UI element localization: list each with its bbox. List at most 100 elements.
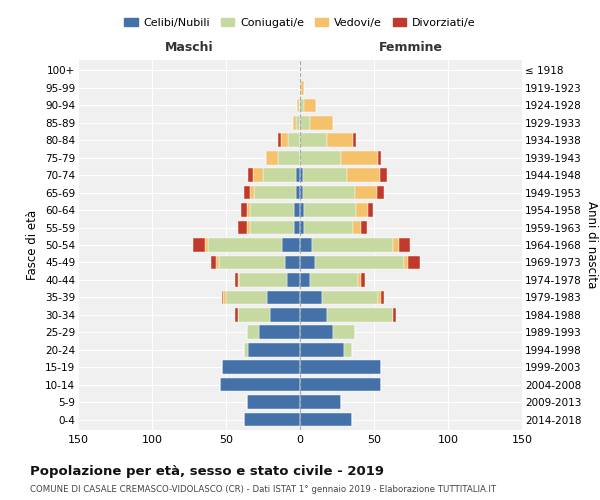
- Bar: [300, 378, 382, 392]
- Bar: [304, 220, 353, 234]
- Bar: [368, 204, 373, 217]
- Bar: [226, 290, 268, 304]
- Bar: [353, 134, 356, 147]
- Bar: [235, 273, 238, 286]
- Bar: [247, 396, 300, 409]
- Bar: [356, 204, 368, 217]
- Bar: [301, 81, 304, 94]
- Bar: [380, 168, 388, 182]
- Bar: [300, 220, 304, 234]
- Bar: [300, 238, 312, 252]
- Bar: [250, 204, 294, 217]
- Bar: [296, 168, 300, 182]
- Bar: [247, 204, 250, 217]
- Bar: [294, 204, 300, 217]
- Bar: [300, 256, 315, 270]
- Bar: [347, 168, 380, 182]
- Bar: [300, 186, 303, 200]
- Bar: [296, 186, 300, 200]
- Bar: [247, 326, 259, 339]
- Bar: [220, 378, 300, 392]
- Bar: [268, 290, 300, 304]
- Bar: [300, 134, 326, 147]
- Bar: [353, 220, 361, 234]
- Bar: [315, 256, 404, 270]
- Bar: [404, 256, 408, 270]
- Bar: [344, 343, 352, 356]
- Bar: [361, 220, 367, 234]
- Bar: [300, 326, 332, 339]
- Text: Femmine: Femmine: [379, 41, 443, 54]
- Bar: [341, 151, 379, 164]
- Bar: [239, 273, 287, 286]
- Bar: [296, 116, 300, 130]
- Bar: [218, 256, 285, 270]
- Bar: [303, 168, 347, 182]
- Bar: [287, 273, 300, 286]
- Bar: [303, 186, 355, 200]
- Bar: [300, 204, 304, 217]
- Bar: [221, 290, 223, 304]
- Bar: [238, 220, 247, 234]
- Bar: [332, 326, 355, 339]
- Bar: [294, 220, 300, 234]
- Bar: [244, 186, 250, 200]
- Bar: [247, 220, 250, 234]
- Bar: [355, 186, 377, 200]
- Bar: [250, 186, 254, 200]
- Bar: [254, 186, 296, 200]
- Bar: [300, 81, 301, 94]
- Bar: [300, 116, 310, 130]
- Bar: [393, 308, 396, 322]
- Bar: [310, 273, 358, 286]
- Bar: [221, 360, 300, 374]
- Bar: [304, 204, 356, 217]
- Bar: [326, 134, 353, 147]
- Bar: [244, 343, 248, 356]
- Bar: [326, 308, 393, 322]
- Bar: [259, 326, 300, 339]
- Bar: [297, 98, 299, 112]
- Bar: [263, 168, 296, 182]
- Bar: [193, 238, 205, 252]
- Bar: [215, 256, 218, 270]
- Bar: [300, 343, 344, 356]
- Bar: [300, 290, 322, 304]
- Bar: [271, 308, 300, 322]
- Legend: Celibi/Nubili, Coniugati/e, Vedovi/e, Divorziati/e: Celibi/Nubili, Coniugati/e, Vedovi/e, Di…: [120, 14, 480, 32]
- Bar: [281, 134, 288, 147]
- Bar: [300, 412, 352, 426]
- Bar: [300, 273, 310, 286]
- Bar: [248, 168, 253, 182]
- Text: Maschi: Maschi: [164, 41, 214, 54]
- Bar: [300, 396, 341, 409]
- Y-axis label: Anni di nascita: Anni di nascita: [585, 202, 598, 288]
- Bar: [288, 134, 300, 147]
- Bar: [238, 273, 239, 286]
- Bar: [408, 256, 420, 270]
- Bar: [300, 151, 341, 164]
- Bar: [312, 238, 393, 252]
- Bar: [205, 238, 208, 252]
- Bar: [300, 98, 304, 112]
- Bar: [278, 151, 300, 164]
- Bar: [244, 412, 300, 426]
- Text: Popolazione per età, sesso e stato civile - 2019: Popolazione per età, sesso e stato civil…: [30, 465, 384, 478]
- Bar: [299, 98, 300, 112]
- Bar: [241, 204, 247, 217]
- Bar: [377, 186, 385, 200]
- Bar: [399, 238, 410, 252]
- Bar: [393, 238, 399, 252]
- Text: COMUNE DI CASALE CREMASCO-VIDOLASCO (CR) - Dati ISTAT 1° gennaio 2019 - Elaboraz: COMUNE DI CASALE CREMASCO-VIDOLASCO (CR)…: [30, 485, 496, 494]
- Bar: [300, 360, 382, 374]
- Bar: [300, 308, 326, 322]
- Bar: [223, 290, 226, 304]
- Bar: [235, 308, 238, 322]
- Bar: [248, 343, 300, 356]
- Bar: [310, 116, 332, 130]
- Bar: [379, 290, 382, 304]
- Bar: [304, 98, 316, 112]
- Bar: [278, 134, 281, 147]
- Bar: [285, 256, 300, 270]
- Bar: [211, 256, 215, 270]
